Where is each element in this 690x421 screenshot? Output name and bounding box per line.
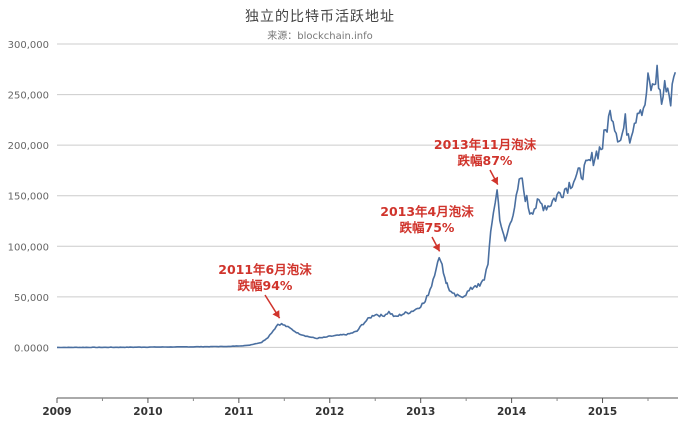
annotation-title: 2013年4月泡沫 [380, 204, 474, 219]
y-tick-label: 100,000 [8, 242, 49, 253]
series-layer [57, 64, 677, 349]
annotation-arrowhead [432, 243, 440, 252]
chart-title: 独立的比特币活跃地址 [245, 9, 395, 25]
annotation-arrowhead [490, 176, 499, 185]
annotation-2013-november-bubble: 2013年11月泡沫 跌幅87% [420, 137, 550, 169]
grid-lines [57, 43, 678, 348]
annotation-2013-april-bubble: 2013年4月泡沫 跌幅75% [362, 204, 492, 236]
title-block: 独立的比特币活跃地址 来源：blockchain.info [205, 6, 435, 42]
series-line [57, 64, 677, 349]
x-axis: 2009 2010 2011 2012 2013 2014 2015 [42, 397, 678, 418]
y-tick-label: 300,000 [8, 40, 49, 51]
x-tick-label: 2014 [497, 406, 526, 418]
y-tick-label: 0.0000 [14, 343, 49, 354]
chart-subtitle: 来源：blockchain.info [267, 31, 373, 42]
x-tick-label: 2012 [315, 406, 344, 418]
x-tick-label: 2010 [133, 406, 162, 418]
annotation-drop: 跌幅87% [457, 153, 513, 168]
annotation-title: 2011年6月泡沫 [218, 262, 312, 277]
y-axis: 0.0000 50,000 100,000 150,000 200,000 250,000… [8, 40, 49, 354]
x-tick-label: 2011 [224, 406, 253, 418]
annotation-drop: 跌幅75% [399, 220, 455, 235]
y-tick-label: 250,000 [8, 91, 49, 102]
annotation-drop: 跌幅94% [237, 278, 293, 293]
x-tick-label: 2015 [588, 406, 617, 418]
annotation-title: 2013年11月泡沫 [433, 137, 537, 152]
annotation-arrowhead [272, 310, 280, 319]
y-tick-label: 50,000 [14, 293, 49, 304]
y-tick-label: 150,000 [8, 192, 49, 203]
y-tick-label: 200,000 [8, 141, 49, 152]
x-tick-label: 2013 [406, 406, 435, 418]
annotation-arrows [264, 169, 499, 319]
annotation-2011-bubble: 2011年6月泡沫 跌幅94% [200, 262, 330, 294]
x-tick-label: 2009 [42, 406, 71, 418]
